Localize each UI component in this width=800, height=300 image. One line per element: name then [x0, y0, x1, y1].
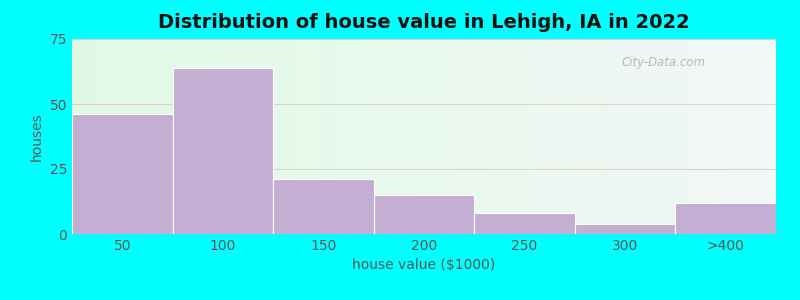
Bar	[575, 224, 675, 234]
Title: Distribution of house value in Lehigh, IA in 2022: Distribution of house value in Lehigh, I…	[158, 13, 690, 32]
Bar	[374, 195, 474, 234]
Bar	[474, 213, 575, 234]
Y-axis label: houses: houses	[30, 112, 44, 161]
Bar	[72, 114, 173, 234]
Bar	[675, 203, 776, 234]
X-axis label: house value ($1000): house value ($1000)	[352, 258, 496, 272]
Bar	[273, 179, 374, 234]
Bar	[173, 68, 273, 234]
Text: City-Data.com: City-Data.com	[621, 56, 706, 69]
